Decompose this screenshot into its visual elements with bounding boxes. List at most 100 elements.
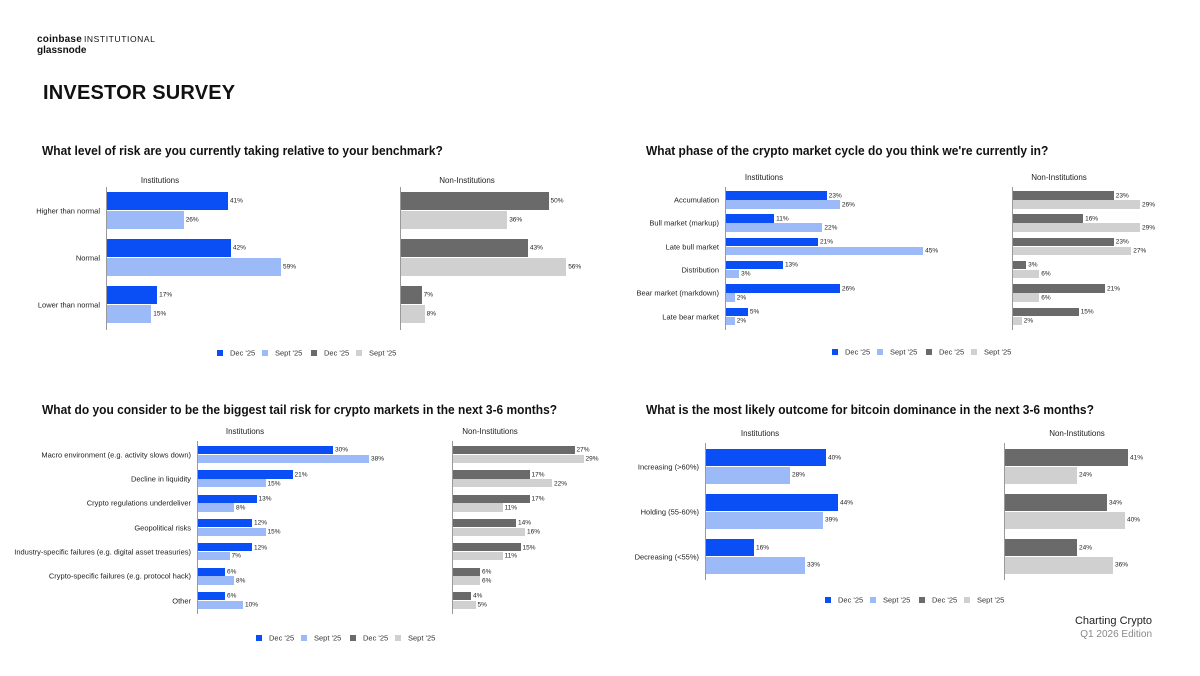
data-label: 2% [736, 317, 747, 325]
legend-swatch-inst-sept [877, 349, 883, 355]
data-label: 15% [153, 310, 167, 318]
panel-axis [1012, 187, 1013, 330]
bar-non-sept [453, 503, 503, 512]
legend-swatch-inst-dec [217, 350, 223, 356]
bar-inst-sept [726, 269, 740, 279]
page-title: INVESTOR SURVEY [43, 82, 236, 104]
bar-non-dec [1005, 449, 1128, 466]
legend-label: Sept '25 [883, 595, 911, 605]
bar-inst-dec [198, 470, 293, 479]
data-label: 6% [227, 568, 237, 576]
bar-inst-sept [107, 257, 282, 276]
data-label: 6% [1041, 294, 1051, 302]
bar-non-dec [1013, 237, 1114, 247]
legend-swatch-non-sept [971, 349, 977, 355]
legend-swatch-inst-sept [262, 350, 268, 356]
category-label: Bear market (markdown) [636, 288, 719, 298]
legend-label: Sept '25 [408, 633, 436, 643]
bar-inst-sept [198, 527, 266, 536]
legend-swatch-inst-dec [825, 597, 831, 603]
data-label: 34% [1109, 499, 1123, 507]
legend-label: Dec '25 [324, 348, 350, 358]
data-label: 15% [267, 480, 281, 487]
bar-inst-dec [198, 543, 252, 552]
bar-inst-sept [198, 600, 243, 609]
bar-non-dec [1013, 214, 1084, 223]
bar-non-dec [453, 543, 521, 552]
legend-label: Sept '25 [984, 347, 1012, 357]
bar-inst-sept [726, 316, 735, 325]
bar-inst-sept [198, 576, 234, 585]
legend-swatch-non-dec [919, 597, 925, 603]
data-label: 36% [509, 216, 523, 224]
legend-swatch-non-dec [350, 635, 356, 641]
coinbase-institutional-logo: coinbase INSTITUTIONAL [37, 34, 156, 45]
panel-axis [725, 187, 726, 330]
data-label: 23% [1115, 192, 1129, 199]
chart-title: What level of risk are you currently tak… [42, 143, 443, 158]
data-label: 6% [482, 577, 492, 585]
bar-inst-sept [107, 304, 152, 323]
data-label: 17% [531, 471, 545, 479]
data-label: 38% [371, 455, 385, 463]
panel-axis [705, 443, 706, 580]
category-label: Bull market (markup) [649, 218, 719, 228]
legend-swatch-inst-sept [301, 635, 307, 641]
legend-label: Dec '25 [838, 595, 864, 605]
data-label: 11% [504, 552, 518, 560]
data-label: 4% [473, 592, 483, 600]
legend-label: Dec '25 [230, 348, 256, 358]
panel-axis [197, 441, 198, 614]
category-label: Lower than normal [37, 300, 100, 309]
data-label: 33% [807, 561, 821, 569]
brand-institutional: INSTITUTIONAL [83, 34, 156, 44]
data-label: 24% [1079, 471, 1093, 479]
category-label: Geopolitical risks [134, 523, 191, 533]
bar-inst-sept [706, 466, 790, 484]
data-label: 40% [828, 454, 842, 462]
bar-inst-dec [198, 567, 225, 576]
bar-non-sept [1013, 246, 1132, 256]
bar-non-dec [453, 494, 530, 503]
data-label: 26% [841, 201, 855, 208]
data-label: 16% [1085, 215, 1099, 223]
category-label: Other [172, 596, 191, 606]
panel-axis [452, 441, 453, 614]
category-label: Decline in liquidity [130, 474, 191, 484]
data-label: 23% [828, 192, 842, 199]
bar-inst-dec [726, 260, 783, 270]
category-label: Late bear market [662, 312, 719, 321]
bar-non-sept [401, 210, 508, 229]
bar-inst-dec [726, 307, 748, 316]
data-label: 14% [518, 519, 532, 527]
data-label: 44% [840, 499, 854, 507]
bar-inst-dec [706, 449, 826, 466]
legend-swatch-inst-dec [256, 635, 262, 641]
bar-non-dec [1013, 260, 1027, 270]
legend-swatch-non-sept [964, 597, 970, 603]
bar-inst-sept [706, 556, 805, 574]
bar-non-sept [1005, 466, 1077, 484]
glassnode-logo: glassnode [37, 45, 87, 56]
legend-label: Dec '25 [939, 347, 965, 357]
bar-non-sept [1005, 511, 1125, 529]
data-label: 15% [522, 544, 536, 552]
bar-non-dec [453, 567, 480, 576]
data-label: 11% [504, 504, 518, 512]
panel-header-institutions: Institutions [140, 176, 180, 185]
legend-label: Sept '25 [369, 348, 397, 358]
bar-non-sept [1013, 316, 1022, 325]
panel-header-institutions: Institutions [744, 173, 784, 182]
data-label: 50% [550, 197, 564, 205]
bar-non-dec [401, 192, 549, 210]
bar-non-sept [453, 600, 476, 609]
bar-inst-dec [198, 446, 333, 455]
category-label: Late bull market [665, 242, 719, 252]
data-label: 8% [236, 504, 246, 512]
data-label: 24% [1079, 544, 1093, 552]
bar-non-sept [1013, 293, 1040, 302]
data-label: 26% [185, 216, 199, 224]
legend-label: Dec '25 [269, 633, 295, 643]
data-label: 2% [1023, 317, 1034, 325]
legend-label: Sept '25 [890, 347, 918, 357]
